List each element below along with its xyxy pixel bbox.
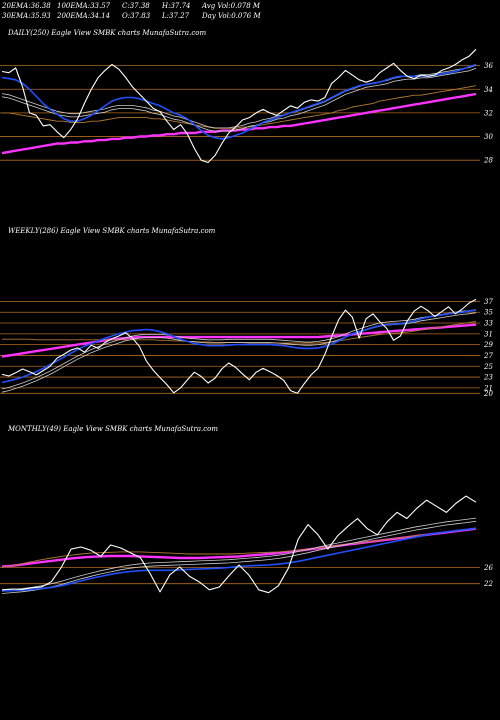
low-stat: L:37.27: [161, 12, 190, 20]
close-stat: C:37.38: [122, 2, 150, 10]
ema30-stat: 30EMA:35.93: [2, 12, 51, 20]
y-tick-label: 31: [484, 330, 493, 338]
price-line: [1, 298, 477, 394]
price-line: [1, 48, 477, 164]
y-tick-label: 25: [483, 363, 493, 371]
y-tick-label: 34: [484, 86, 493, 94]
y-tick-label: 26: [483, 564, 493, 572]
daily-panel-title: DAILY(250) Eagle View SMBK charts Munafa…: [7, 29, 206, 37]
daily-panel: DAILY(250) Eagle View SMBK charts Munafa…: [0, 29, 493, 165]
monthly-panel-title: MONTHLY(49) Eagle View SMBK charts Munaf…: [7, 425, 218, 433]
y-tick-label: 37: [484, 298, 493, 306]
monthly-panel: MONTHLY(49) Eagle View SMBK charts Munaf…: [0, 425, 493, 594]
y-tick-label: 28: [483, 157, 493, 165]
ema-long-line: [1, 92, 477, 155]
y-tick-label: 23: [483, 374, 493, 382]
y-tick-label: 35: [484, 309, 493, 317]
y-tick-label: 29: [483, 341, 493, 349]
header-stats: 20EMA:36.38 100EMA:33.57 C:37.38 H:37.74…: [1, 2, 261, 20]
weekly-panel: WEEKLY(286) Eagle View SMBK charts Munaf…: [0, 227, 493, 398]
ema-mid-line: [1, 527, 477, 568]
ema-long-line: [1, 323, 477, 358]
day-vol-stat: Day Vol:0.076 M: [201, 12, 261, 20]
double-line-line: [1, 517, 477, 591]
y-tick-label: 36: [484, 62, 493, 70]
ema20-stat: 20EMA:36.38: [1, 2, 51, 10]
open-stat: O:37.83: [122, 12, 151, 20]
double-line-line: [1, 68, 477, 132]
avg-vol-stat: Avg Vol:0.078 M: [201, 2, 261, 10]
price-line: [1, 495, 477, 594]
y-tick-label: 32: [484, 109, 493, 117]
ema100-stat: 100EMA:33.57: [57, 2, 111, 10]
ema-fast-line: [1, 309, 477, 384]
ema200-stat: 200EMA:34.14: [56, 12, 110, 20]
double-line-line: [1, 520, 477, 594]
weekly-panel-title: WEEKLY(286) Eagle View SMBK charts Munaf…: [8, 227, 216, 235]
y-tick-label: 22: [483, 580, 493, 588]
y-tick-label: 30: [484, 133, 493, 141]
y-tick-label: 21: [483, 384, 493, 392]
ema-fast-line: [1, 63, 477, 140]
ema-mid-line: [2, 85, 477, 129]
y-tick-label: 33: [484, 320, 493, 328]
double-line-line: [1, 309, 477, 390]
high-stat: H:37.74: [161, 2, 191, 10]
y-tick-label: 27: [483, 352, 493, 360]
y-tick-label: 20: [483, 390, 493, 398]
ema-fast-line: [1, 527, 477, 592]
